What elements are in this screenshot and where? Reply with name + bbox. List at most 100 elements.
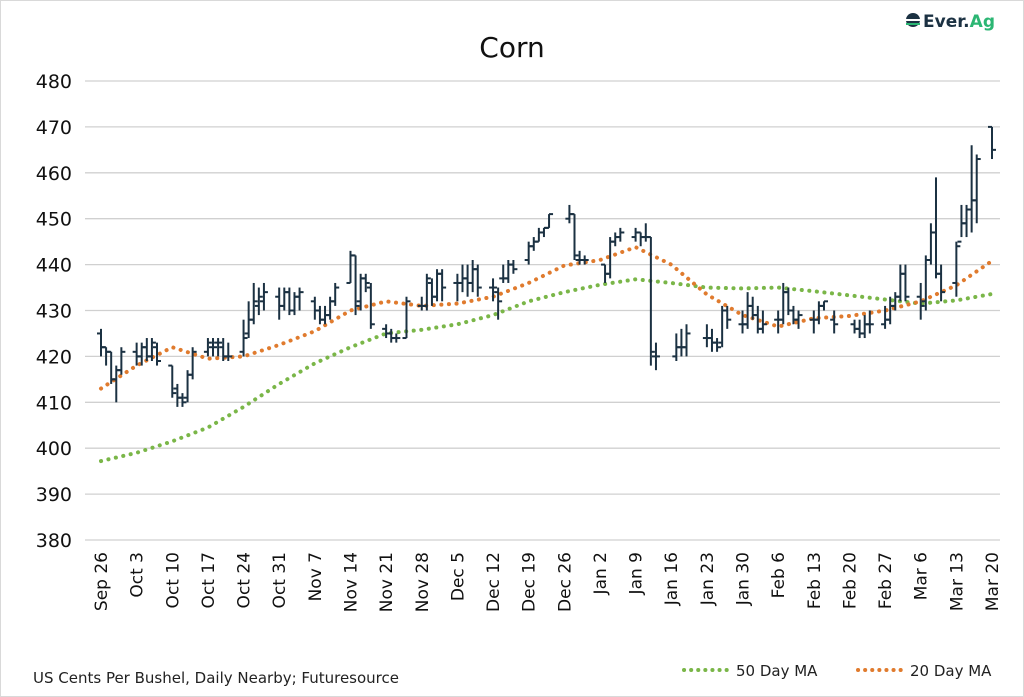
ohlc-bar xyxy=(901,264,910,302)
x-axis-ticks: Sep 26 Oct 3 Oct 10 Oct 17 Oct 24 Oct 31 Nov 7… xyxy=(92,552,1003,612)
ohlc-bar xyxy=(702,324,711,348)
ohlc-bar xyxy=(203,338,212,357)
ohlc-bar xyxy=(249,282,258,325)
ohlc-bar xyxy=(137,342,146,366)
ohlc-bar xyxy=(830,310,839,334)
ohlc-bar xyxy=(499,264,508,283)
ohlc-bar xyxy=(147,338,156,361)
ohlc-bar xyxy=(209,338,218,357)
ohlc-bar xyxy=(814,301,823,325)
ohlc-bar xyxy=(646,236,655,366)
x-tick-label: Feb 20 xyxy=(840,552,860,609)
ohlc-bar xyxy=(509,260,518,274)
x-tick-label: Sep 26 xyxy=(92,552,112,611)
ohlc-bar xyxy=(97,328,105,357)
x-tick-label: Feb 27 xyxy=(876,552,896,609)
x-tick-label: Mar 13 xyxy=(947,552,967,611)
x-tick-label: Nov 14 xyxy=(341,552,361,612)
y-tick-label: 470 xyxy=(36,117,72,139)
ever-ag-logo: Ever.Ag xyxy=(906,12,995,32)
ohlc-bar xyxy=(453,273,462,302)
ohlc-bar xyxy=(972,154,981,224)
ohlc-bar xyxy=(254,287,263,316)
x-tick-label: Dec 19 xyxy=(520,552,540,612)
ohlc-bar xyxy=(290,292,299,316)
ohlc-bar xyxy=(937,264,946,302)
ohlc-bar xyxy=(809,310,818,334)
ohlc-bar xyxy=(896,264,905,302)
ohlc-bar xyxy=(855,319,864,339)
ohlc-bar xyxy=(529,237,538,251)
ohlc-bar xyxy=(494,287,503,320)
ohlc-bar xyxy=(539,226,548,238)
x-tick-label: Nov 28 xyxy=(413,552,433,612)
x-tick-label: Mar 20 xyxy=(983,552,1003,611)
ma20-series xyxy=(99,244,994,391)
x-tick-label: Dec 26 xyxy=(555,552,575,612)
x-tick-label: Jan 30 xyxy=(734,552,754,606)
ohlc-bar xyxy=(310,296,319,320)
ohlc-bar xyxy=(427,278,436,306)
ohlc-bar xyxy=(611,232,620,247)
x-tick-label: Jan 9 xyxy=(627,552,647,595)
y-tick-label: 460 xyxy=(36,163,72,185)
x-tick-label: Dec 12 xyxy=(484,552,504,612)
logo-text: Ever.Ag xyxy=(923,12,995,32)
ohlc-bar xyxy=(326,296,335,320)
x-tick-label: Jan 2 xyxy=(591,552,611,595)
ohlc-bar xyxy=(580,255,589,265)
legend-ma50-label: 50 Day MA xyxy=(736,662,818,680)
ohlc-bar xyxy=(504,260,513,283)
ohlc-bar xyxy=(524,241,533,265)
y-tick-label: 390 xyxy=(36,484,72,506)
ohlc-bar xyxy=(931,177,940,279)
ohlc-bar xyxy=(758,310,767,334)
x-tick-label: Feb 6 xyxy=(769,552,789,598)
ohlc-bar xyxy=(387,328,396,343)
ohlc-bar xyxy=(473,264,482,297)
ohlc-bar xyxy=(926,223,935,265)
ohlc-bar xyxy=(967,145,976,233)
ohlc-bar xyxy=(651,342,660,371)
ohlc-bar xyxy=(916,282,925,320)
chart-title: Corn xyxy=(479,31,544,64)
y-tick-label: 410 xyxy=(36,392,72,414)
ohlc-bar xyxy=(392,333,401,343)
x-tick-label: Oct 24 xyxy=(235,552,255,608)
ma-line xyxy=(99,277,994,464)
ohlc-bar xyxy=(860,315,869,339)
ohlc-bar xyxy=(463,264,472,297)
y-tick-label: 400 xyxy=(36,438,72,460)
ohlc-bar xyxy=(570,213,579,261)
x-tick-label: Dec 5 xyxy=(448,552,468,601)
ohlc-bar xyxy=(794,310,803,329)
ohlc-bar xyxy=(438,269,447,302)
ohlc-bar xyxy=(178,393,187,407)
ohlc-bar xyxy=(142,338,151,361)
x-tick-label: Feb 13 xyxy=(805,552,825,609)
ohlc-bar xyxy=(865,310,874,334)
ohlc-bar xyxy=(259,282,268,311)
ohlc-bar xyxy=(718,305,727,348)
ohlc-bar xyxy=(168,364,177,398)
ohlc-bar xyxy=(631,227,640,242)
ohlc-bar xyxy=(534,227,543,243)
ohlc-bar xyxy=(188,347,197,380)
ohlc-bar xyxy=(361,273,370,293)
x-tick-label: Jan 16 xyxy=(662,552,682,606)
ohlc-bar xyxy=(707,328,716,352)
x-tick-label: Oct 3 xyxy=(128,552,148,598)
x-tick-label: Oct 31 xyxy=(270,552,290,608)
ohlc-bar xyxy=(545,213,554,229)
ohlc-bar xyxy=(641,223,650,242)
ohlc-bar xyxy=(422,273,431,311)
ohlc-bar xyxy=(214,338,223,357)
ohlc-bar xyxy=(275,287,284,320)
ohlc-bar xyxy=(351,254,360,316)
legend-ma20-label: 20 Day MA xyxy=(910,662,992,680)
ma-line xyxy=(99,244,994,391)
ohlc-bar xyxy=(402,296,411,340)
ohlc-bar xyxy=(682,324,691,357)
ohlc-bar xyxy=(616,227,625,242)
ohlc-bar xyxy=(677,328,686,357)
